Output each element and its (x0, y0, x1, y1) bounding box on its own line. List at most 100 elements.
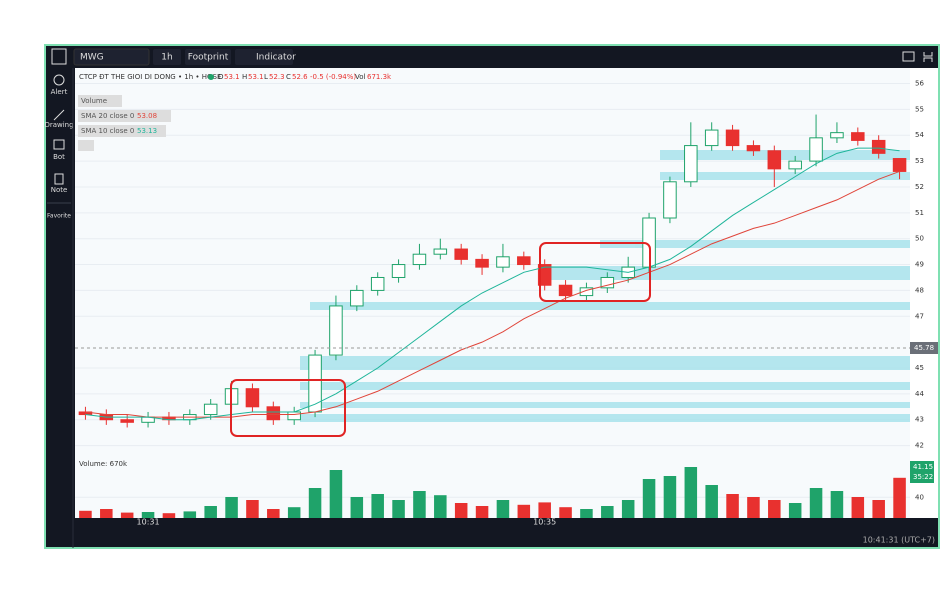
sidebar-favorite[interactable]: Favorite (47, 213, 71, 220)
candle-body (892, 158, 907, 172)
volume-bar (475, 506, 489, 518)
volume-bar (183, 511, 197, 518)
y-tick-label: 52 (915, 183, 924, 191)
drawing-icon[interactable] (53, 109, 65, 121)
collapse-button[interactable] (78, 140, 94, 151)
candle-body (830, 132, 844, 139)
o-label: O (218, 73, 224, 81)
candle-body (266, 406, 281, 421)
chart-pane (75, 68, 910, 518)
candle-body (746, 145, 761, 152)
volume-bar (851, 497, 865, 518)
l-value: 52.3 (269, 73, 285, 81)
volume-bar (809, 488, 823, 518)
sidebar-bot[interactable]: Bot (53, 153, 65, 161)
sidebar-note[interactable]: Note (51, 186, 68, 194)
interval: 1h (161, 53, 172, 63)
logo (51, 48, 67, 65)
volume-bar (308, 488, 322, 518)
sma10-legend: SMA 10 close 0 (81, 127, 134, 135)
volume-bar (434, 495, 447, 518)
candle-body (767, 150, 782, 170)
o-value: 53.1 (224, 73, 240, 81)
indicator-button[interactable] (235, 49, 293, 65)
candle-body (517, 256, 531, 266)
volume-bar (747, 497, 760, 518)
volume-bar (663, 476, 677, 518)
volume-title: Volume: 670k (79, 460, 128, 468)
plot (78, 114, 907, 518)
y-tick-label: 54 (915, 131, 924, 139)
candle-body (454, 248, 468, 260)
y-tick-label: 49 (915, 261, 924, 269)
volume-bar (684, 467, 698, 518)
candle-body (287, 411, 301, 421)
y-tick-label: 53 (915, 157, 924, 165)
vol-value: 671.3k (367, 73, 392, 81)
c-label: C (286, 73, 291, 81)
y-tick-label: 43 (915, 416, 924, 424)
camera-icon[interactable] (902, 51, 915, 62)
alert-icon[interactable] (53, 74, 65, 86)
volume-chip[interactable] (78, 95, 122, 107)
candle-body (308, 354, 322, 413)
fullscreen-icon[interactable] (923, 52, 933, 62)
candle-body (558, 284, 573, 297)
sma20-chip[interactable] (78, 110, 171, 122)
candle-body (579, 287, 594, 297)
y-tick-label: 56 (915, 80, 924, 88)
volume-bar (246, 500, 259, 518)
footprint: Footprint (188, 53, 229, 63)
x-tick-label: 10:35 (533, 518, 556, 527)
candle-body (788, 160, 802, 170)
volume-bar (162, 513, 176, 518)
y-tick-label: 40 (915, 493, 924, 501)
candle-body (329, 305, 343, 356)
candle-body (704, 129, 719, 147)
volume-legend: Volume (81, 97, 107, 105)
volume-bar (329, 470, 343, 518)
sma-line (85, 147, 900, 421)
legend-title: CTCP ĐT THE GIOI DI DONG • 1h • HOSE (79, 73, 221, 81)
symbol: MWG (80, 53, 104, 63)
candle-body (851, 132, 865, 141)
last-price: 41.15 (913, 463, 933, 471)
volume-bar (601, 506, 614, 518)
volume-bar (621, 500, 635, 518)
status-dot (208, 74, 214, 80)
highlight-box (539, 242, 651, 302)
crosshair-label-bg (910, 342, 938, 354)
interval-button[interactable] (153, 49, 181, 65)
volume-bar (392, 500, 405, 518)
sma10-chip[interactable] (78, 125, 166, 137)
note-icon[interactable] (54, 173, 64, 185)
l-label: L (264, 73, 268, 81)
bot-icon[interactable] (53, 139, 65, 150)
volume-bar (893, 477, 906, 518)
candle-body (412, 253, 427, 266)
footprint-button[interactable] (185, 49, 231, 65)
volume-bar (538, 502, 551, 518)
volume-bar (120, 512, 134, 518)
last-price-bg (910, 461, 934, 483)
candle-body (120, 419, 134, 423)
volume-bar (100, 509, 113, 518)
sma20-legend: SMA 20 close 0 (81, 112, 134, 120)
sma-line (85, 170, 900, 418)
sidebar-drawing[interactable]: Drawing (44, 121, 73, 129)
price-axis (910, 68, 938, 518)
candle-body (391, 264, 406, 278)
candle-body (433, 248, 448, 255)
c-value: 52.6 (292, 73, 308, 81)
candle-body (496, 256, 510, 268)
highlight-box (230, 379, 346, 437)
volume-bar (768, 500, 781, 518)
symbol-input[interactable] (73, 48, 150, 66)
volume-bar (454, 503, 468, 518)
volume-bar (788, 503, 802, 518)
candle-body (370, 276, 385, 291)
sidebar-alert[interactable]: Alert (51, 88, 68, 96)
candle-body (684, 145, 698, 183)
volume-bar (225, 497, 238, 518)
